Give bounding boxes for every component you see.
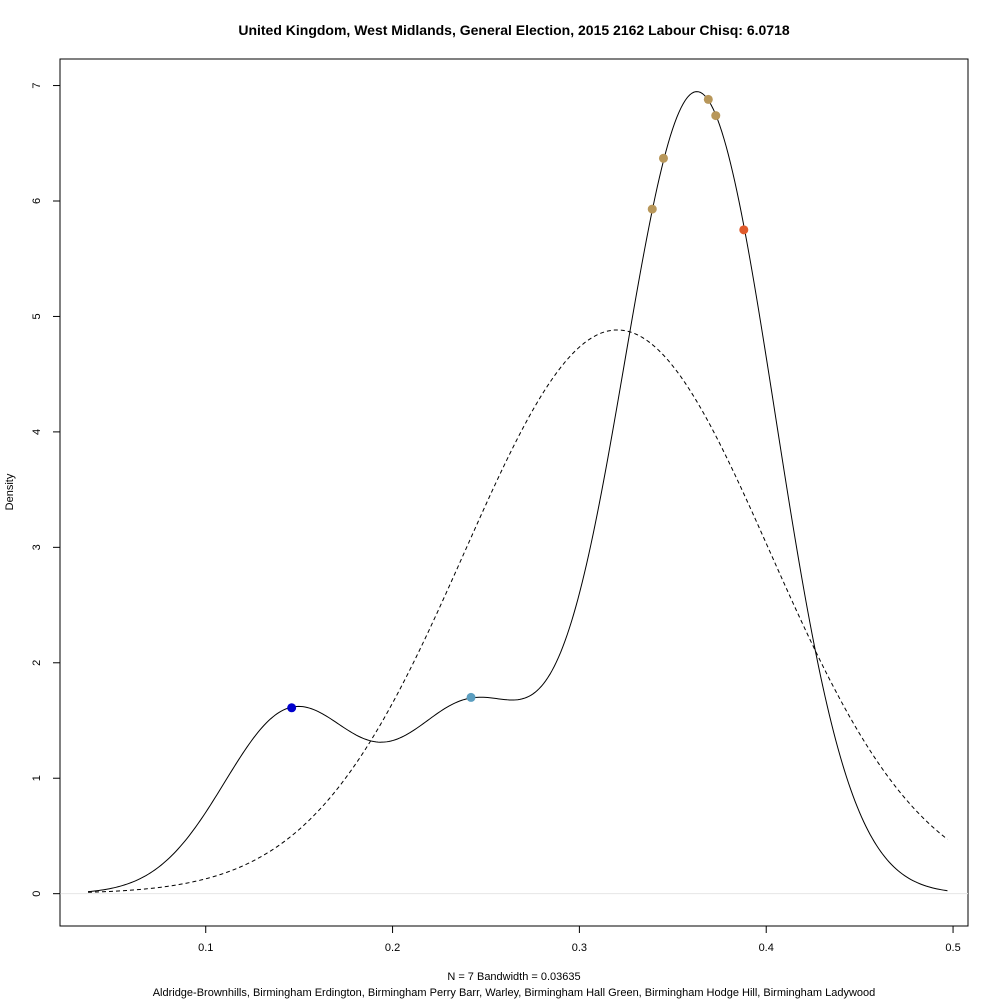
chart-title: United Kingdom, West Midlands, General E…: [238, 22, 790, 38]
data-point: [711, 111, 721, 121]
normal-curve: [88, 329, 948, 893]
constituency-list: Aldridge-Brownhills, Birmingham Erdingto…: [153, 987, 876, 999]
density-curve: [87, 91, 948, 893]
x-axis-label: N = 7 Bandwidth = 0.03635: [447, 971, 580, 983]
y-tick-label: 7: [31, 82, 43, 88]
y-tick-label: 2: [31, 660, 43, 666]
y-tick-label: 6: [31, 198, 43, 204]
curves: [87, 91, 948, 893]
y-axis: 0 1 2 3 4 5 6 7: [31, 82, 61, 897]
data-point: [703, 94, 713, 104]
data-point: [466, 692, 476, 702]
data-point: [647, 204, 657, 214]
y-tick-label: 1: [31, 775, 43, 781]
plot-frame: [59, 58, 969, 927]
y-axis-label: Density: [4, 473, 16, 510]
x-tick-label: 0.5: [945, 942, 960, 954]
y-tick-label: 4: [31, 429, 43, 435]
x-tick-label: 0.4: [759, 942, 774, 954]
x-tick-label: 0.2: [385, 942, 400, 954]
data-point: [658, 153, 668, 163]
y-tick-label: 5: [31, 313, 43, 319]
x-axis: 0.1 0.2 0.3 0.4 0.5: [198, 925, 961, 954]
y-tick-label: 0: [31, 891, 43, 897]
data-point: [287, 703, 297, 713]
x-tick-label: 0.3: [572, 942, 587, 954]
y-tick-label: 3: [31, 544, 43, 550]
data-point: [739, 225, 749, 235]
data-points: [287, 94, 749, 713]
x-tick-label: 0.1: [198, 942, 213, 954]
